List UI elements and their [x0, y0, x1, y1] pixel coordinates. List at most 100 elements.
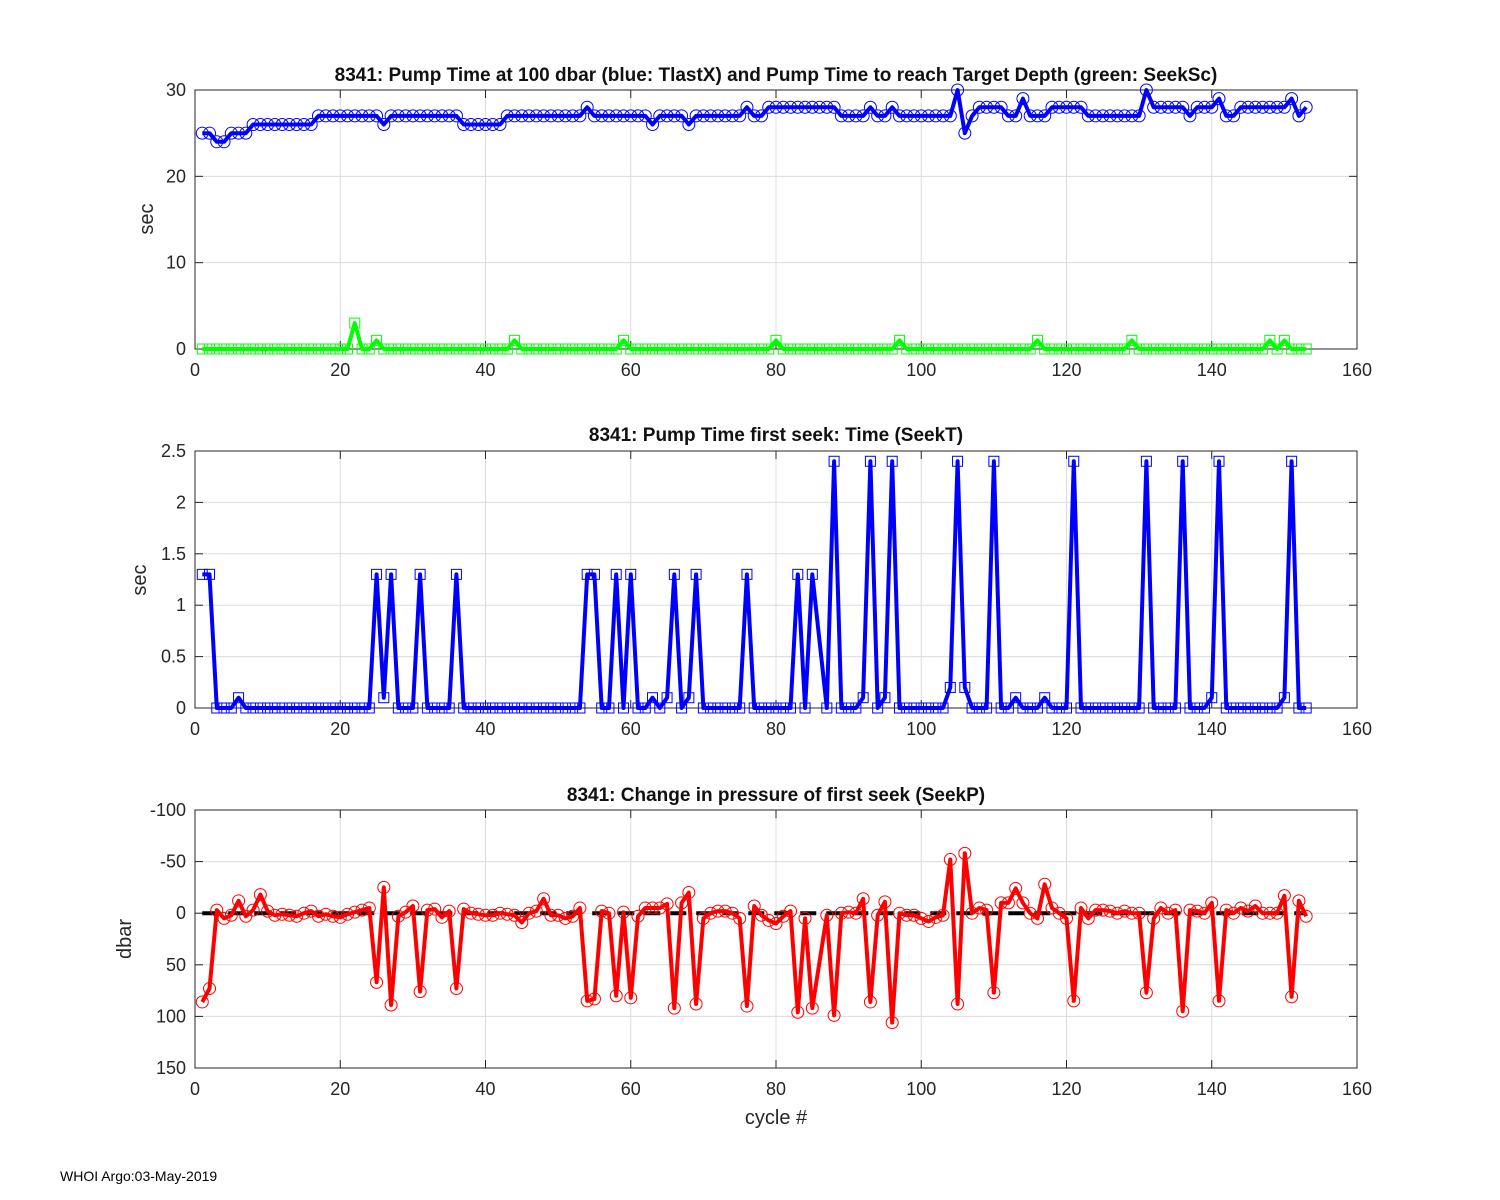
y-tick-label: 0 — [176, 698, 186, 718]
data-point-seekt — [247, 702, 259, 714]
data-point-tlastx — [1110, 109, 1124, 123]
data-point-seeksc — [734, 343, 746, 355]
data-point-seeksc — [1300, 343, 1312, 355]
data-point-seekt — [1097, 702, 1109, 714]
data-point-seeksc — [1133, 343, 1145, 355]
chart-title: 8341: Change in pressure of first seek (… — [567, 785, 985, 806]
data-point-seeksc — [959, 343, 971, 355]
data-point-seekt — [472, 702, 484, 714]
data-point-seekt — [857, 692, 869, 704]
data-point-seekp — [653, 901, 667, 915]
data-point-seekt — [233, 692, 245, 704]
subplot-seekt: 0 20 40 60 80 100 120 140 160 0 0.5 1 1.5 2 2.5 8341: P… — [129, 425, 1372, 739]
data-point-seeksc — [1075, 343, 1087, 355]
data-point-seeksc — [610, 343, 622, 355]
data-point-seeksc — [937, 343, 949, 355]
data-point-seekp — [863, 995, 877, 1009]
data-point-tlastx — [1219, 109, 1233, 123]
data-point-seekp — [413, 985, 427, 999]
data-point-seekt — [879, 692, 891, 704]
data-point-seeksc — [465, 343, 477, 355]
data-point-tlastx — [936, 109, 950, 123]
y-tick-label: 0.5 — [161, 647, 186, 667]
data-point-seekp — [1067, 994, 1081, 1008]
data-point-seeksc — [1249, 343, 1261, 355]
data-point-seekt — [1148, 702, 1160, 714]
data-point-tlastx — [442, 109, 456, 123]
data-point-seekp — [1016, 896, 1030, 910]
data-point-seekp — [370, 975, 384, 989]
x-tick-label: 140 — [1197, 719, 1227, 739]
data-point-tlastx — [522, 109, 536, 123]
data-point-seekp — [1190, 904, 1204, 918]
data-point-tlastx — [631, 109, 645, 123]
data-point-seekp — [1183, 903, 1197, 917]
data-point-seekt — [1133, 702, 1145, 714]
data-point-seekt — [240, 702, 252, 714]
y-tick-label: 20 — [166, 166, 186, 186]
data-point-seeksc — [240, 343, 252, 355]
data-point-seekt — [421, 702, 433, 714]
data-point-seekp — [442, 904, 456, 918]
data-point-seekt — [1264, 702, 1276, 714]
data-point-seeksc — [697, 343, 709, 355]
data-point-seekt — [1271, 702, 1283, 714]
axes-box — [194, 89, 1358, 350]
data-point-seekt — [1191, 702, 1203, 714]
data-point-seekt — [356, 702, 368, 714]
data-point-seeksc — [1148, 343, 1160, 355]
data-point-tlastx — [1285, 92, 1299, 106]
data-point-tlastx — [878, 109, 892, 123]
data-point-seekp — [682, 886, 696, 900]
data-point-tlastx — [704, 109, 718, 123]
data-point-seekt — [400, 702, 412, 714]
data-point-tlastx — [958, 126, 972, 140]
data-point-seekp — [798, 911, 812, 925]
data-point-seeksc — [291, 343, 303, 355]
data-point-seekt — [712, 702, 724, 714]
data-point-seekp — [892, 906, 906, 920]
data-point-seekp — [537, 892, 551, 906]
data-point-seeksc — [1111, 343, 1123, 355]
data-point-tlastx — [428, 109, 442, 123]
data-point-seekt — [1249, 702, 1261, 714]
data-point-seeksc — [625, 343, 637, 355]
data-point-seekt — [225, 702, 237, 714]
data-point-seekp — [609, 989, 623, 1003]
data-point-seekp — [1270, 906, 1284, 920]
data-point-seeksc — [603, 343, 615, 355]
data-point-seekp — [1219, 903, 1233, 917]
data-point-seeksc — [1177, 343, 1189, 355]
data-point-seeksc — [654, 343, 666, 355]
data-point-seekp — [1118, 904, 1132, 918]
data-point-seekp — [377, 880, 391, 894]
data-point-seekp — [1009, 881, 1023, 895]
data-point-tlastx — [595, 109, 609, 123]
data-point-seekp — [740, 999, 754, 1013]
data-point-seekt — [334, 702, 346, 714]
data-point-tlastx — [282, 118, 296, 132]
data-point-seekp — [675, 896, 689, 910]
data-point-seekt — [1228, 702, 1240, 714]
x-tick-label: 160 — [1342, 360, 1372, 380]
data-point-seekp — [994, 896, 1008, 910]
data-point-tlastx — [1183, 109, 1197, 123]
data-point-seekt — [487, 702, 499, 714]
data-point-seeksc — [806, 343, 818, 355]
data-point-tlastx — [261, 118, 275, 132]
data-point-seekp — [900, 908, 914, 922]
data-point-seeksc — [1155, 343, 1167, 355]
data-point-seeksc — [850, 343, 862, 355]
data-point-seekt — [567, 702, 579, 714]
x-tick-label: 80 — [766, 719, 786, 739]
data-point-tlastx — [711, 109, 725, 123]
data-point-tlastx — [195, 126, 209, 140]
data-point-seekp — [384, 998, 398, 1012]
data-point-tlastx — [449, 109, 463, 123]
x-tick-label: 160 — [1342, 719, 1372, 739]
data-point-tlastx — [929, 109, 943, 123]
data-point-seeksc — [1068, 343, 1080, 355]
data-point-tlastx — [1023, 109, 1037, 123]
data-point-tlastx — [733, 109, 747, 123]
